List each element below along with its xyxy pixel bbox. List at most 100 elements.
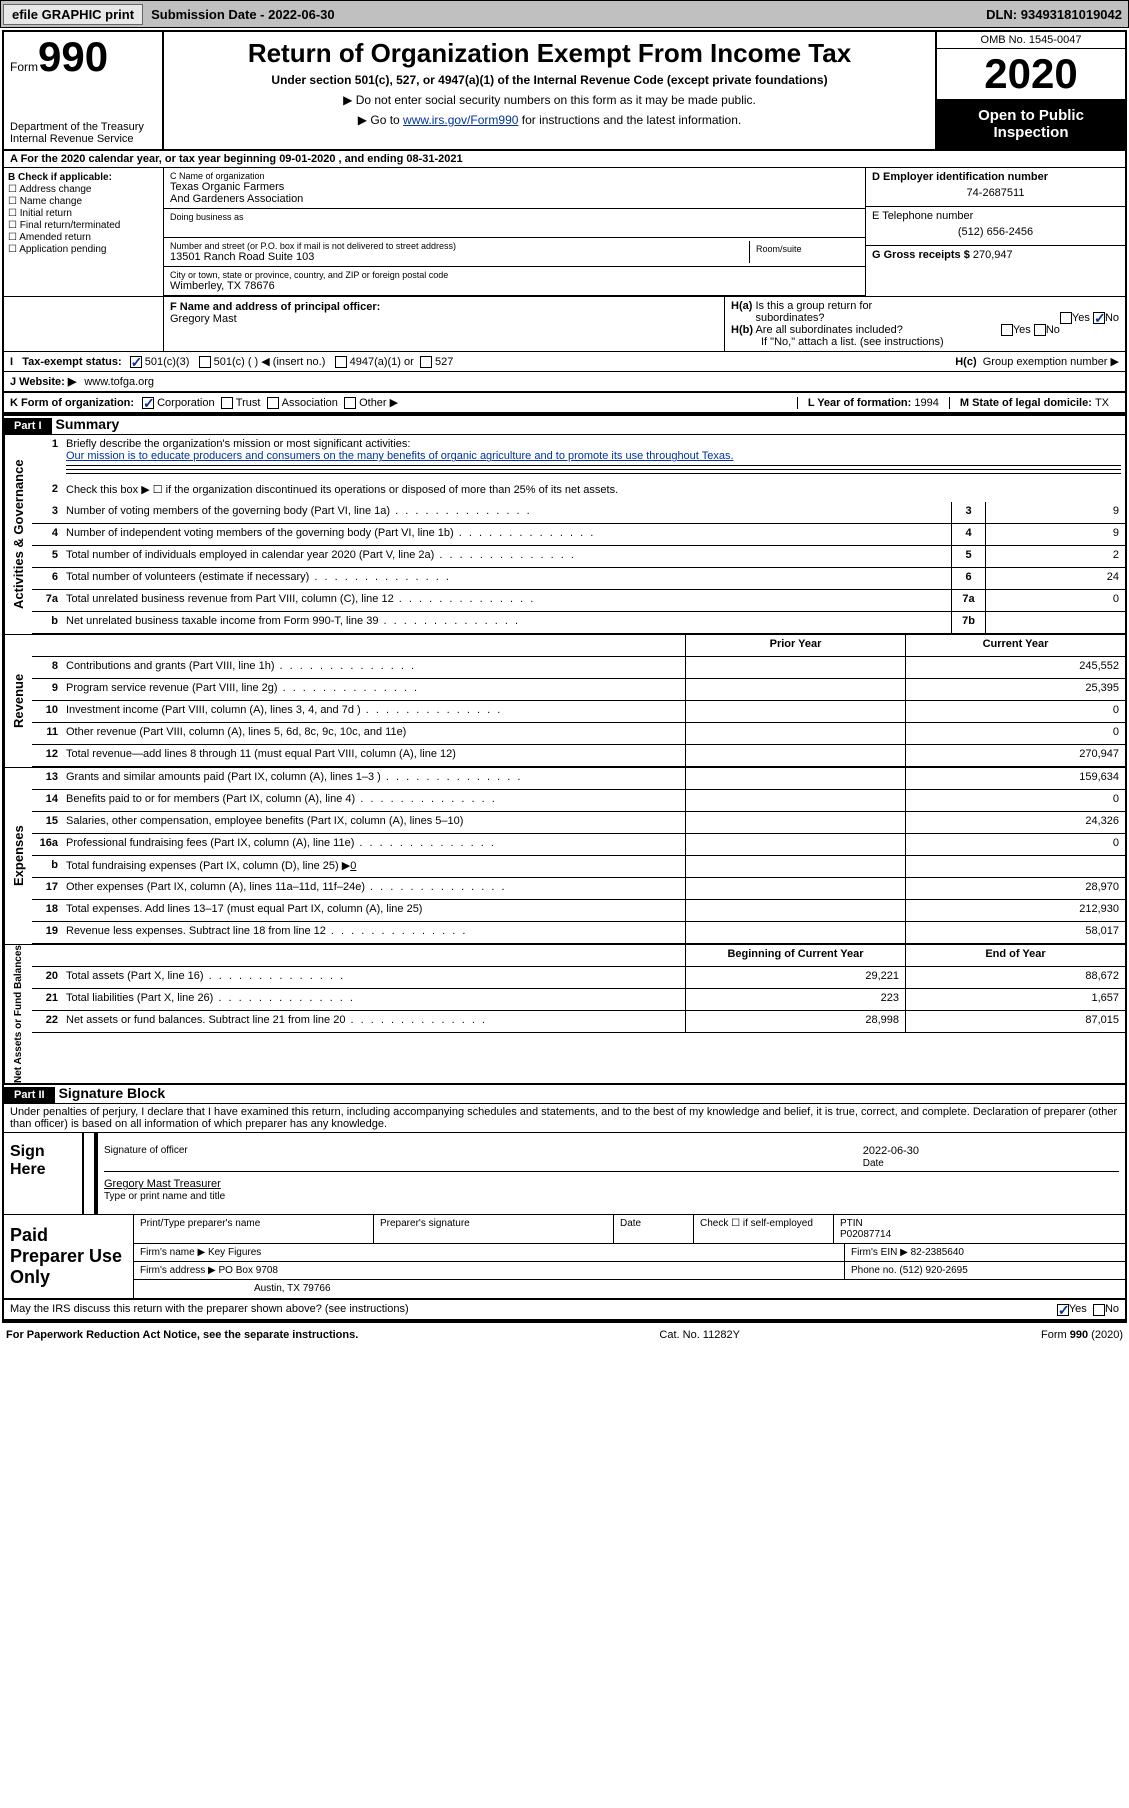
h-b: H(b) Are all subordinates included? Yes …	[731, 324, 1119, 336]
line20: Total assets (Part X, line 16)	[62, 967, 685, 988]
line12: Total revenue—add lines 8 through 11 (mu…	[62, 745, 685, 766]
sign-here-label: Sign Here	[4, 1133, 84, 1214]
firm-name: Key Figures	[208, 1247, 261, 1258]
hb-no[interactable]	[1034, 324, 1046, 336]
line22-cy: 87,015	[905, 1011, 1125, 1032]
city-label: City or town, state or province, country…	[170, 270, 859, 280]
cb-name-change[interactable]: ☐ Name change	[8, 196, 159, 207]
org-name-label: C Name of organization	[170, 171, 859, 181]
phone: (512) 656-2456	[872, 222, 1119, 242]
line4: Number of independent voting members of …	[62, 524, 951, 545]
cb-501c3[interactable]	[130, 356, 142, 368]
h-b-note: If "No," attach a list. (see instruction…	[731, 336, 1119, 348]
line9: Program service revenue (Part VIII, line…	[62, 679, 685, 700]
cb-corp[interactable]	[142, 397, 154, 409]
i-label: I Tax-exempt status:	[10, 356, 122, 368]
omb-number: OMB No. 1545-0047	[937, 32, 1125, 49]
cb-final-return[interactable]: ☐ Final return/terminated	[8, 220, 159, 231]
cb-4947[interactable]	[335, 356, 347, 368]
line9-cy: 25,395	[905, 679, 1125, 700]
cb-assoc[interactable]	[267, 397, 279, 409]
cb-501c[interactable]	[199, 356, 211, 368]
line21-cy: 1,657	[905, 989, 1125, 1010]
cb-527[interactable]	[420, 356, 432, 368]
efile-button[interactable]: efile GRAPHIC print	[3, 4, 143, 25]
line17-cy: 28,970	[905, 878, 1125, 899]
cb-other[interactable]	[344, 397, 356, 409]
line11: Other revenue (Part VIII, column (A), li…	[62, 723, 685, 744]
footer-cat: Cat. No. 11282Y	[659, 1329, 740, 1341]
gross-label: G Gross receipts $	[872, 249, 973, 261]
discuss-text: May the IRS discuss this return with the…	[10, 1303, 409, 1315]
instruction-2: ▶ Go to www.irs.gov/Form990 for instruct…	[170, 113, 929, 127]
paid-preparer-label: Paid Preparer Use Only	[4, 1215, 134, 1298]
officer-name: Gregory Mast	[170, 313, 718, 325]
line22-py: 28,998	[685, 1011, 905, 1032]
line19-cy: 58,017	[905, 922, 1125, 943]
gross-receipts: 270,947	[973, 249, 1013, 261]
line4-val: 9	[985, 524, 1125, 545]
irs-link[interactable]: www.irs.gov/Form990	[403, 113, 518, 127]
line21-py: 223	[685, 989, 905, 1010]
inspection-badge: Open to Public Inspection	[937, 99, 1125, 149]
line11-cy: 0	[905, 723, 1125, 744]
m-state: M State of legal domicile: TX	[949, 397, 1119, 409]
part2-title: Signature Block	[59, 1085, 166, 1101]
discuss-no[interactable]	[1093, 1304, 1105, 1316]
street: 13501 Ranch Road Suite 103	[170, 251, 749, 263]
ha-yes[interactable]	[1060, 312, 1072, 324]
line20-cy: 88,672	[905, 967, 1125, 988]
part1-badge: Part I	[4, 418, 52, 434]
line7a: Total unrelated business revenue from Pa…	[62, 590, 951, 611]
ptin: P02087714	[840, 1229, 891, 1240]
line21: Total liabilities (Part X, line 26)	[62, 989, 685, 1010]
form-number: 990	[38, 33, 108, 80]
cb-trust[interactable]	[221, 397, 233, 409]
org-name: Texas Organic Farmers And Gardeners Asso…	[170, 181, 859, 205]
form-subtitle: Under section 501(c), 527, or 4947(a)(1)…	[170, 73, 929, 87]
line20-py: 29,221	[685, 967, 905, 988]
line10: Investment income (Part VIII, column (A)…	[62, 701, 685, 722]
line13-cy: 159,634	[905, 768, 1125, 789]
dba-label: Doing business as	[170, 212, 859, 222]
cb-application[interactable]: ☐ Application pending	[8, 244, 159, 255]
line15: Salaries, other compensation, employee b…	[62, 812, 685, 833]
line8: Contributions and grants (Part VIII, lin…	[62, 657, 685, 678]
line14-cy: 0	[905, 790, 1125, 811]
ein: 74-2687511	[872, 183, 1119, 203]
line5: Total number of individuals employed in …	[62, 546, 951, 567]
prep-sig-label: Preparer's signature	[374, 1215, 614, 1243]
cb-amended[interactable]: ☐ Amended return	[8, 232, 159, 243]
discuss-yes[interactable]	[1057, 1304, 1069, 1316]
website-label: J Website: ▶	[10, 375, 76, 388]
line16b: Total fundraising expenses (Part IX, col…	[62, 856, 685, 877]
sig-date: 2022-06-30	[863, 1145, 919, 1157]
begin-year-hdr: Beginning of Current Year	[685, 945, 905, 966]
form-title: Return of Organization Exempt From Incom…	[170, 38, 929, 69]
ein-label: D Employer identification number	[872, 171, 1119, 183]
line18: Total expenses. Add lines 13–17 (must eq…	[62, 900, 685, 921]
current-year-hdr: Current Year	[905, 635, 1125, 656]
footer-right: Form 990 (2020)	[1041, 1329, 1123, 1341]
line6: Total number of volunteers (estimate if …	[62, 568, 951, 589]
hb-yes[interactable]	[1001, 324, 1013, 336]
tab-revenue: Revenue	[4, 635, 32, 767]
tax-year: 2020	[937, 49, 1125, 99]
dln-label: DLN: 93493181019042	[986, 7, 1128, 22]
ha-no[interactable]	[1093, 312, 1105, 324]
part2-badge: Part II	[4, 1087, 55, 1103]
mission-text: Our mission is to educate producers and …	[66, 450, 734, 462]
line22: Net assets or fund balances. Subtract li…	[62, 1011, 685, 1032]
cb-initial-return[interactable]: ☐ Initial return	[8, 208, 159, 219]
firm-ein: 82-2385640	[911, 1247, 964, 1258]
cb-address-change[interactable]: ☐ Address change	[8, 184, 159, 195]
line19: Revenue less expenses. Subtract line 18 …	[62, 922, 685, 943]
line14: Benefits paid to or for members (Part IX…	[62, 790, 685, 811]
line7b-val	[985, 612, 1125, 633]
line-a: A For the 2020 calendar year, or tax yea…	[4, 151, 1125, 168]
line7b: Net unrelated business taxable income fr…	[62, 612, 951, 633]
line10-cy: 0	[905, 701, 1125, 722]
firm-phone: (512) 920-2695	[899, 1265, 967, 1276]
line16a-cy: 0	[905, 834, 1125, 855]
line1-text: Briefly describe the organization's miss…	[66, 438, 410, 450]
